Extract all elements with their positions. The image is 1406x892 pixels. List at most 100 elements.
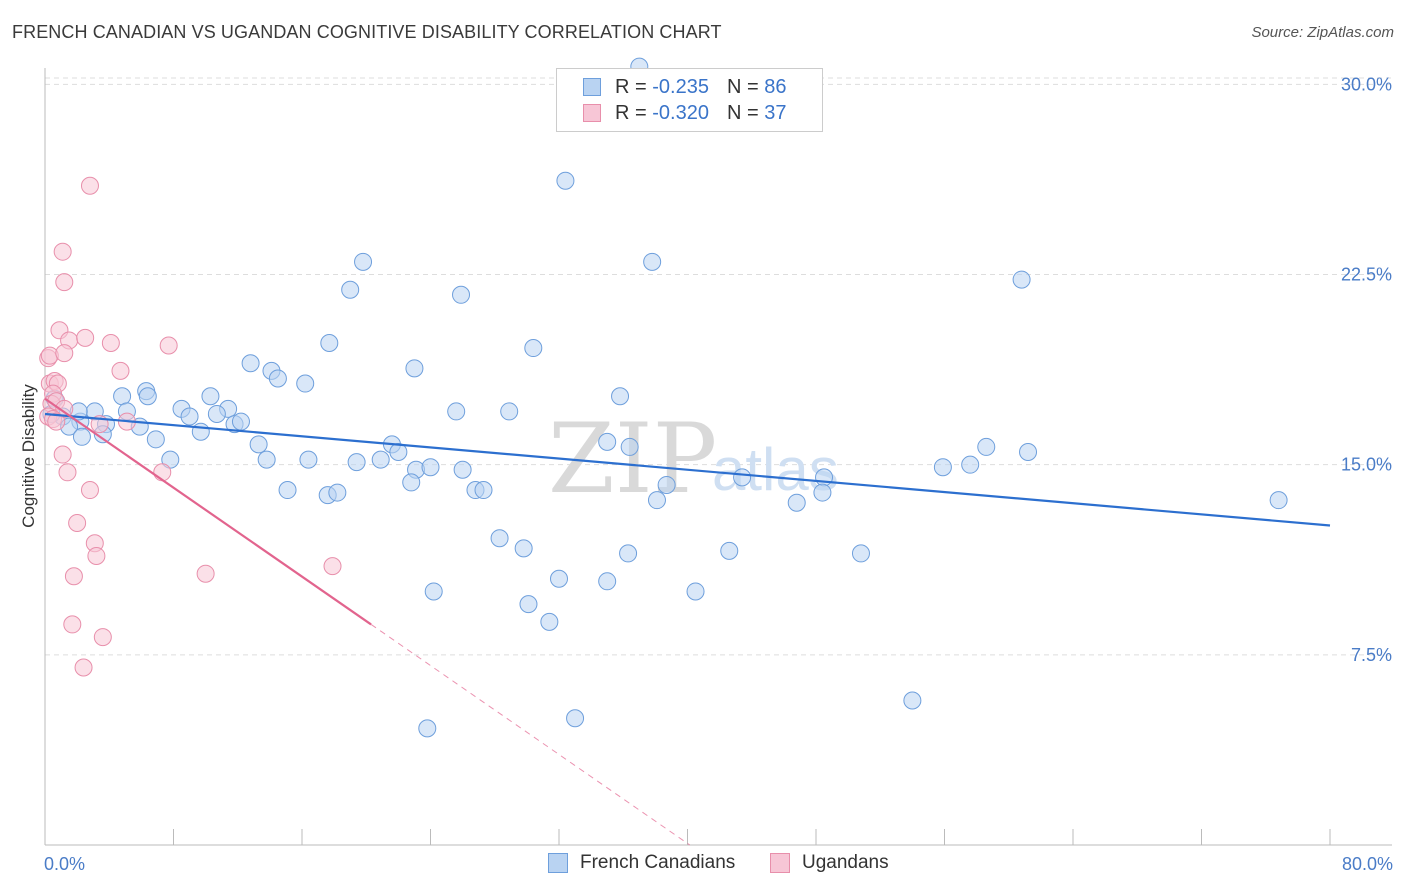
point-ugandans xyxy=(47,412,66,431)
french-canadians-points xyxy=(42,57,1288,738)
point-french-canadians xyxy=(647,491,666,510)
point-french-canadians xyxy=(207,404,226,423)
point-french-canadians xyxy=(733,468,752,487)
axes xyxy=(44,68,1392,846)
legend-n-value: 86 xyxy=(764,75,787,98)
point-french-canadians xyxy=(524,339,543,358)
point-french-canadians xyxy=(249,435,268,454)
point-ugandans xyxy=(196,564,215,583)
point-ugandans xyxy=(55,399,74,418)
point-ugandans xyxy=(76,328,95,347)
x-tick-labels: 0.0% 80.0% xyxy=(44,854,1393,874)
point-ugandans xyxy=(55,344,74,363)
legend-swatch-pink xyxy=(583,104,601,122)
y-tick-label: 15.0% xyxy=(1341,455,1392,475)
point-ugandans xyxy=(58,463,77,482)
point-french-canadians xyxy=(686,582,705,601)
point-french-canadians xyxy=(977,437,996,456)
point-french-canadians xyxy=(231,412,250,431)
point-french-canadians xyxy=(452,285,471,304)
point-french-canadians xyxy=(424,582,443,601)
point-ugandans xyxy=(68,513,87,532)
point-french-canadians xyxy=(180,407,199,426)
x-tick-label-max: 80.0% xyxy=(1342,854,1393,874)
point-ugandans xyxy=(63,615,82,634)
point-french-canadians xyxy=(1019,443,1038,461)
point-french-canadians xyxy=(241,354,260,373)
point-french-canadians xyxy=(514,539,533,558)
point-ugandans xyxy=(53,242,72,261)
point-french-canadians xyxy=(328,483,347,502)
legend-label-ugandans: Ugandans xyxy=(802,852,889,873)
point-french-canadians xyxy=(620,437,639,456)
point-french-canadians xyxy=(347,453,366,472)
legend-r-value: -0.235 xyxy=(652,75,709,98)
legend-n-label: N = xyxy=(726,75,759,98)
point-ugandans xyxy=(153,463,172,482)
bottom-legend-ugandans: Ugandans xyxy=(770,852,889,874)
point-french-canadians xyxy=(161,450,180,469)
legend-n-label: N = xyxy=(726,101,759,124)
point-french-canadians xyxy=(405,359,424,378)
y-tick-labels: 7.5% 15.0% 22.5% 30.0% xyxy=(1341,74,1392,664)
legend-row-ugandans: R = -0.320 N = 37 xyxy=(583,101,786,125)
point-french-canadians xyxy=(611,387,630,406)
point-french-canadians xyxy=(138,387,157,406)
trend-lines xyxy=(44,397,1331,846)
point-french-canadians xyxy=(320,333,339,352)
point-french-canadians xyxy=(371,450,390,469)
point-french-canadians xyxy=(296,374,315,393)
point-french-canadians xyxy=(146,430,165,449)
point-french-canadians xyxy=(519,595,538,614)
point-ugandans xyxy=(64,567,83,586)
point-french-canadians xyxy=(299,450,318,469)
legend-row-french-canadians: R = -0.235 N = 86 xyxy=(583,75,786,99)
point-french-canadians xyxy=(402,473,421,492)
point-french-canadians xyxy=(787,493,806,512)
point-french-canadians xyxy=(389,443,408,461)
point-french-canadians xyxy=(268,369,287,388)
point-french-canadians xyxy=(453,460,472,479)
legend-n-value: 37 xyxy=(764,101,787,124)
point-french-canadians xyxy=(1012,270,1031,289)
y-tick-label: 30.0% xyxy=(1341,74,1392,94)
stats-legend: R = -0.235 N = 86 R = -0.320 N = 37 xyxy=(556,68,823,132)
point-french-canadians xyxy=(566,709,585,728)
point-french-canadians xyxy=(421,458,440,477)
point-french-canadians xyxy=(278,481,297,500)
point-french-canadians xyxy=(961,455,980,474)
legend-swatch-pink xyxy=(770,853,790,873)
point-french-canadians xyxy=(598,572,617,591)
point-ugandans xyxy=(74,658,93,677)
point-french-canadians xyxy=(113,387,132,406)
point-french-canadians xyxy=(720,541,739,560)
point-ugandans xyxy=(87,546,106,565)
point-french-canadians xyxy=(191,422,210,441)
ugandans-points xyxy=(39,176,342,677)
point-french-canadians xyxy=(619,544,638,563)
point-french-canadians xyxy=(490,529,509,548)
point-ugandans xyxy=(159,336,178,355)
y-axis-label: Cognitive Disability xyxy=(19,384,38,528)
legend-r-value: -0.320 xyxy=(652,101,709,124)
x-tick-label-min: 0.0% xyxy=(44,854,85,874)
legend-r-label: R = xyxy=(615,101,647,124)
y-tick-label: 22.5% xyxy=(1341,265,1392,285)
bottom-legend-french-canadians: French Canadians xyxy=(548,852,735,874)
point-ugandans xyxy=(111,361,130,380)
point-french-canadians xyxy=(813,483,832,502)
point-french-canadians xyxy=(657,475,676,494)
legend-swatch-blue xyxy=(583,78,601,96)
point-french-canadians xyxy=(903,691,922,710)
trend-line-french-canadians xyxy=(44,412,1331,527)
point-french-canadians xyxy=(556,171,575,190)
point-french-canadians xyxy=(72,427,91,446)
point-french-canadians xyxy=(418,719,437,738)
point-ugandans xyxy=(101,333,120,352)
source-credit: Source: ZipAtlas.com xyxy=(1251,24,1394,41)
point-french-canadians xyxy=(598,432,617,451)
legend-swatch-blue xyxy=(548,853,568,873)
point-french-canadians xyxy=(354,252,373,271)
point-french-canadians xyxy=(474,481,493,500)
